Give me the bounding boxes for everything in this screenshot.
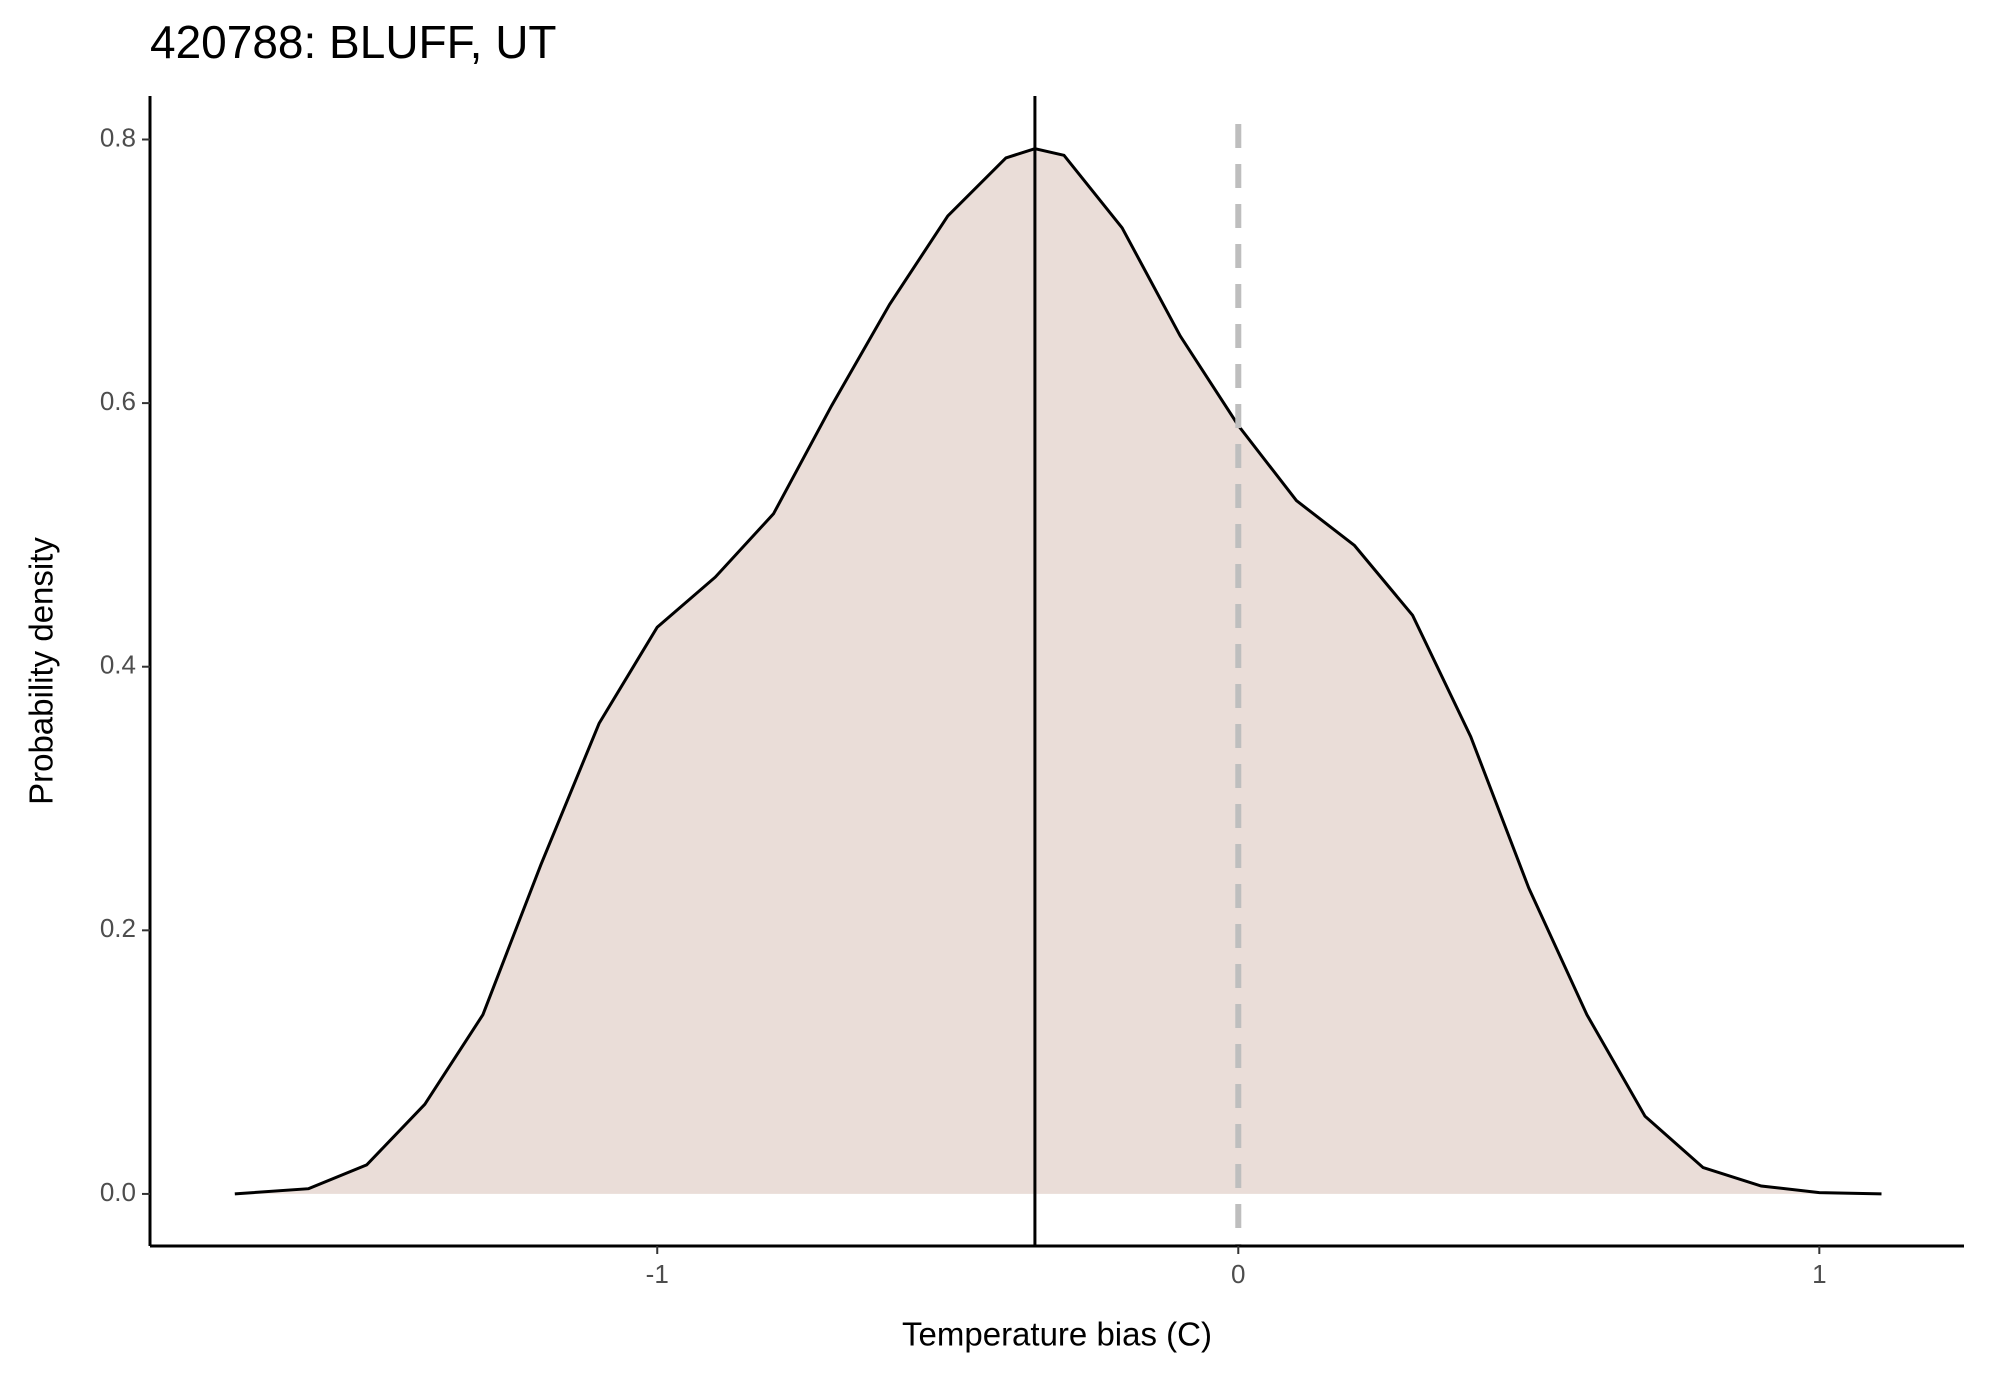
y-tick-label: 0.2	[100, 913, 136, 943]
x-tick-label: -1	[646, 1259, 669, 1289]
y-tick-label: 0.8	[100, 122, 136, 152]
y-axis-title: Probability density	[23, 537, 60, 805]
density-line	[234, 147, 1882, 1196]
y-tick-label: 0.0	[100, 1177, 136, 1207]
y-tick-label: 0.6	[100, 386, 136, 416]
x-tick-label: 1	[1812, 1259, 1826, 1289]
x-axis-title: Temperature bias (C)	[902, 1316, 1212, 1353]
x-tick-label: 0	[1231, 1259, 1245, 1289]
density-area	[234, 148, 1882, 1194]
y-tick-label: 0.4	[100, 650, 136, 680]
chart-title: 420788: BLUFF, UT	[150, 16, 557, 68]
